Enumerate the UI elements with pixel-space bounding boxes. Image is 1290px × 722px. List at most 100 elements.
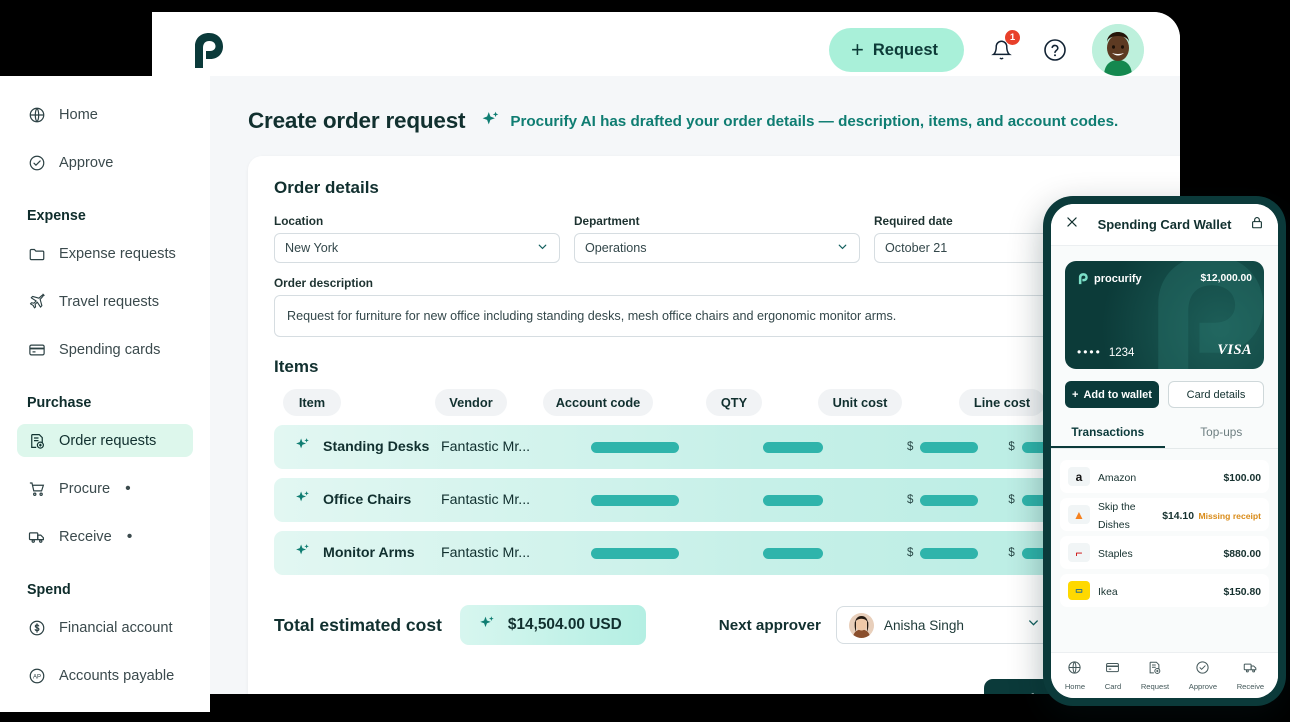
check-circle-icon	[27, 153, 46, 172]
spending-card[interactable]: procurify $12,000.00 •••• 1234 VISA	[1065, 261, 1264, 369]
list-item[interactable]: ▲ Skip the Dishes $14.10 Missing receipt	[1060, 498, 1269, 531]
transaction-amount-block: $14.10 Missing receipt	[1162, 506, 1261, 524]
check-circle-icon	[1195, 660, 1210, 680]
transaction-info: Amazon	[1098, 468, 1223, 486]
plus-icon: +	[1072, 388, 1079, 401]
truck-icon	[27, 527, 46, 546]
ap-circle-icon: AP	[27, 666, 46, 685]
app-surface: + Request 1	[0, 12, 1180, 712]
next-approver-select[interactable]: Anisha Singh	[835, 606, 1054, 644]
phone-nav-label: Request	[1140, 682, 1170, 691]
add-to-wallet-button[interactable]: + Add to wallet	[1065, 381, 1159, 408]
phone-nav-receive[interactable]: Receive	[1237, 660, 1264, 691]
sidebar-item-label: Approve	[59, 154, 114, 171]
transaction-amount-block: $150.80	[1223, 582, 1261, 600]
row-item-name: Office Chairs	[323, 492, 412, 508]
tab-top-ups[interactable]: Top-ups	[1200, 425, 1243, 439]
list-item[interactable]: ⌐ Staples $880.00	[1060, 536, 1269, 569]
sidebar-item-procure[interactable]: Procure •	[17, 472, 193, 505]
sparkle-icon	[480, 109, 501, 134]
close-icon[interactable]	[1065, 215, 1079, 234]
order-description-input[interactable]: Request for furniture for new office inc…	[274, 295, 1162, 337]
credit-card-icon	[1105, 660, 1120, 680]
phone-tabs: Transactions Top-ups	[1051, 419, 1278, 449]
items-title: Items	[274, 357, 319, 376]
sidebar-item-accounts-payable[interactable]: AP Accounts payable	[17, 659, 193, 692]
order-details-panel: Order details Location New York Departme…	[248, 156, 1180, 712]
sidebar-item-approve[interactable]: Approve	[17, 146, 193, 179]
card-details-button[interactable]: Card details	[1168, 381, 1264, 408]
globe-icon	[27, 105, 46, 124]
table-row[interactable]: Office Chairs Fantastic Mr... $ $	[274, 478, 1162, 522]
user-avatar[interactable]	[1092, 24, 1144, 76]
phone-nav-card[interactable]: Card	[1105, 660, 1121, 691]
ikea-logo-icon: ▭	[1068, 581, 1090, 600]
sidebar-group-spend: Spend	[27, 582, 71, 598]
transaction-amount: $100.00	[1223, 472, 1261, 484]
top-header-bar: + Request 1	[152, 12, 1180, 88]
transaction-amount: $880.00	[1223, 548, 1261, 560]
globe-icon	[1067, 660, 1082, 680]
list-item[interactable]: ▭ Ikea $150.80	[1060, 574, 1269, 607]
row-line-cost-currency: $	[1008, 494, 1015, 506]
sidebar-item-travel-requests[interactable]: Travel requests	[17, 285, 193, 318]
sidebar-item-spending-cards[interactable]: Spending cards	[17, 333, 193, 366]
row-vendor: Fantastic Mr...	[441, 545, 531, 561]
sidebar-item-label: Procure	[59, 480, 111, 497]
sidebar-item-label: Order requests	[59, 432, 157, 449]
column-header-line-cost: Line cost	[959, 389, 1045, 416]
phone-nav-home[interactable]: Home	[1065, 660, 1085, 691]
sidebar-item-expense-requests[interactable]: Expense requests	[17, 237, 193, 270]
order-description-field: Order description Request for furniture …	[274, 276, 1162, 337]
sidebar-item-receive[interactable]: Receive •	[17, 520, 193, 553]
sidebar-item-financial-account[interactable]: Financial account	[17, 611, 193, 644]
sidebar-item-order-requests[interactable]: Order requests	[17, 424, 193, 457]
card-bottom-row: •••• 1234 VISA	[1077, 342, 1252, 359]
list-item[interactable]: a Amazon $100.00	[1060, 460, 1269, 493]
sidebar-group-expense: Expense	[27, 208, 86, 224]
table-row[interactable]: Standing Desks Fantastic Mr... $ $	[274, 425, 1162, 469]
phone-nav-label: Approve	[1188, 682, 1218, 691]
notifications-button[interactable]: 1	[984, 30, 1020, 67]
plus-icon: +	[851, 37, 864, 62]
required-date-value: October 21	[885, 241, 948, 255]
tab-transactions[interactable]: Transactions	[1051, 419, 1165, 448]
totals-row: Total estimated cost $14,504.00 USD Next…	[274, 605, 1162, 645]
lock-icon[interactable]	[1250, 215, 1264, 235]
row-qty-skeleton	[763, 547, 823, 559]
header-actions: + Request 1	[829, 24, 1144, 76]
phone-nav-request[interactable]: Request	[1141, 660, 1169, 691]
next-approver-label: Next approver	[718, 616, 821, 634]
help-button[interactable]	[1038, 33, 1072, 67]
card-brand: procurify	[1077, 272, 1142, 285]
merchant-name: Ikea	[1098, 586, 1118, 598]
procurify-logo-icon[interactable]	[189, 30, 227, 70]
approver-avatar	[848, 612, 874, 638]
row-account-code-skeleton	[591, 547, 679, 559]
sparkle-icon	[294, 489, 311, 511]
phone-nav-approve[interactable]: Approve	[1189, 660, 1217, 691]
transaction-list: a Amazon $100.00 ▲ Skip the Dishes	[1051, 449, 1278, 607]
location-select[interactable]: New York	[274, 233, 560, 263]
chevron-down-icon	[836, 240, 849, 256]
row-qty-skeleton	[763, 494, 823, 506]
request-button[interactable]: + Request	[829, 28, 964, 72]
row-unit-cost-currency: $	[907, 441, 914, 453]
card-top-row: procurify $12,000.00	[1077, 272, 1252, 285]
sidebar-item-home[interactable]: Home	[17, 98, 193, 131]
card-last4: 1234	[1108, 347, 1135, 359]
column-header-account-code: Account code	[543, 389, 653, 416]
page-title: Create order request	[248, 108, 466, 133]
order-request-icon	[27, 431, 46, 450]
department-select[interactable]: Operations	[574, 233, 860, 263]
sparkle-icon	[294, 542, 311, 564]
truck-icon	[1243, 660, 1258, 680]
decorative-black-band-top	[0, 12, 152, 76]
row-vendor: Fantastic Mr...	[441, 439, 531, 455]
department-label: Department	[574, 214, 640, 228]
dollar-circle-icon	[27, 618, 46, 637]
table-row[interactable]: Monitor Arms Fantastic Mr... $ $	[274, 531, 1162, 575]
order-request-icon	[1147, 660, 1162, 680]
column-header-unit-cost: Unit cost	[818, 389, 902, 416]
